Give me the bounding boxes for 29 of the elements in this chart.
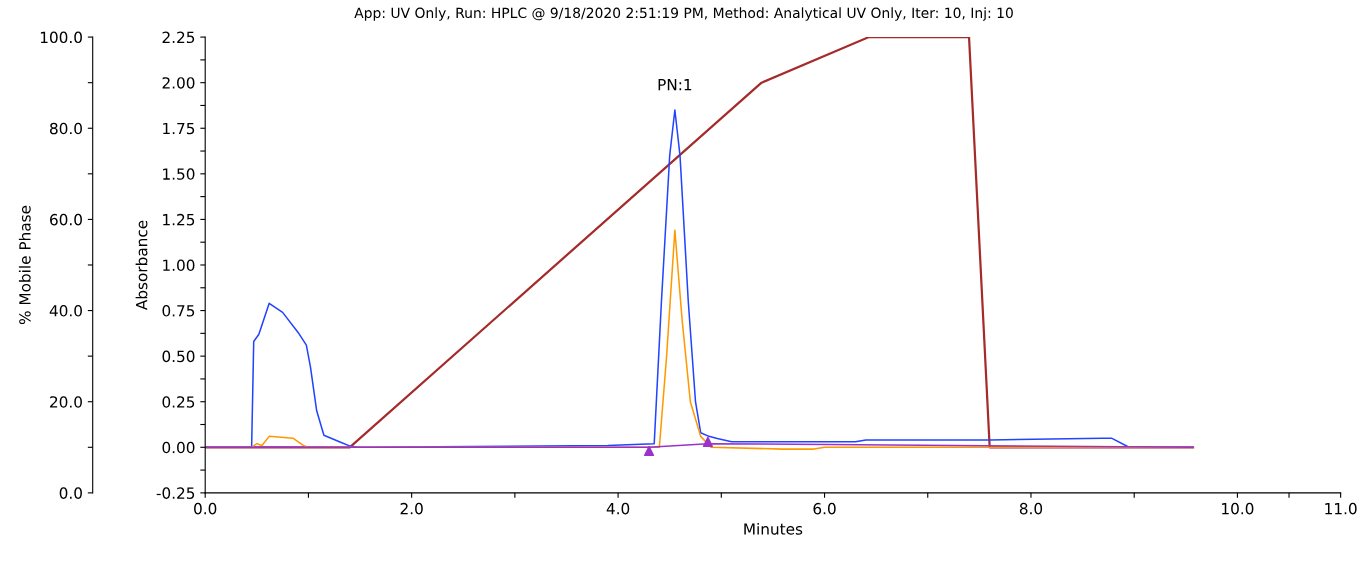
chart-title: App: UV Only, Run: HPLC @ 9/18/2020 2:51:19 PM, Method: Analytical UV Only, Iter: 10, Inj: 10 [354, 7, 1013, 21]
x-tick-label: 10.0 [1222, 502, 1254, 515]
y-tick-label: 1.25 [163, 213, 195, 226]
y2-tick-label: 40.0 [49, 305, 82, 317]
x-axis-title: Minutes [744, 522, 803, 535]
x-tick-label: 0.0 [194, 502, 217, 515]
y-tick-label: 0.25 [162, 396, 195, 408]
y2-axis-title: % Mobile Phase [18, 205, 31, 325]
y-tick-label: 0.75 [162, 305, 195, 317]
y-tick-label: 1.50 [163, 168, 195, 180]
annotation: PN:1 [658, 79, 692, 91]
y-tick-label: 2.00 [162, 77, 195, 89]
y-tick-label: 1.75 [163, 122, 195, 135]
x-tick-label: 8.0 [1019, 502, 1043, 515]
x-tick-label: 2.0 [400, 502, 423, 515]
y-tick-label: -0.25 [156, 487, 195, 499]
y2-tick-label: 60.0 [50, 213, 82, 226]
x-tick-label: 6.0 [813, 502, 836, 515]
x-tick-label: 11.0 [1325, 502, 1357, 515]
y-tick-label: 2.25 [162, 31, 195, 44]
y2-tick-label: 80.0 [50, 122, 82, 135]
y2-tick-label: 0.0 [59, 487, 82, 499]
y2-tick-label: 100.0 [40, 31, 82, 44]
x-tick-label: 4.0 [606, 502, 630, 515]
y-tick-label: 0.50 [162, 350, 195, 363]
y-tick-label: 1.00 [163, 259, 195, 271]
y-axis-title: Absorbance [135, 220, 148, 310]
y-tick-label: 0.00 [162, 441, 195, 454]
y2-tick-label: 20.0 [50, 396, 82, 408]
